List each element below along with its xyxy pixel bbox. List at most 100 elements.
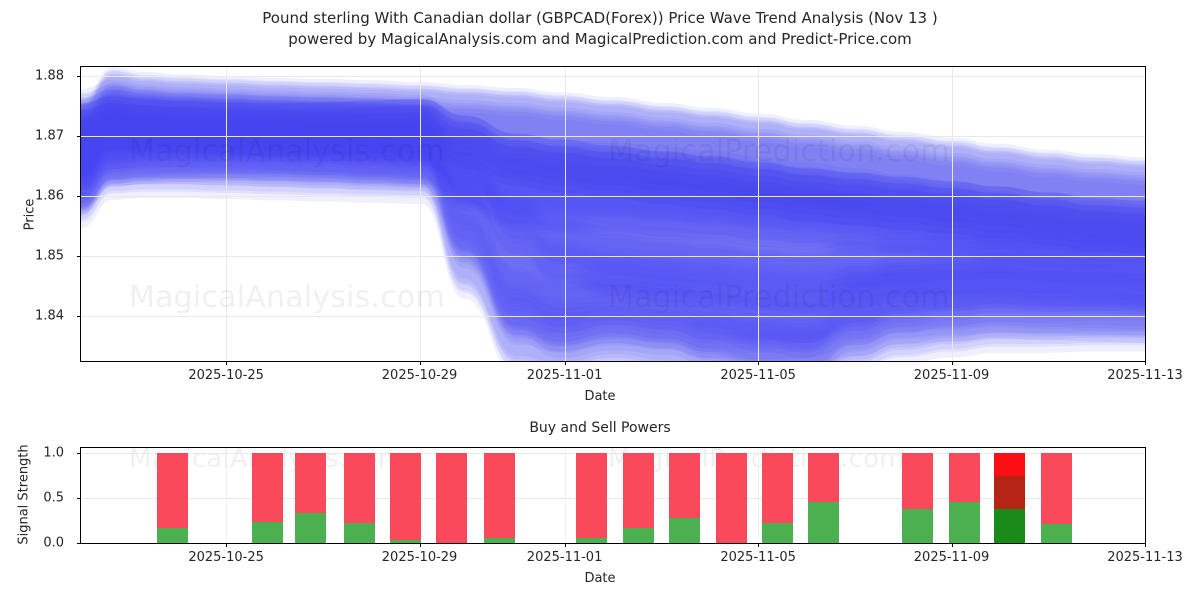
signal-bar-buy-segment bbox=[576, 538, 608, 543]
price-gridline-h bbox=[81, 196, 1145, 197]
signal-bar-buy-segment bbox=[623, 527, 655, 543]
price-wave-band bbox=[81, 90, 1145, 308]
figure-title-line-1: Pound sterling With Canadian dollar (GBP… bbox=[262, 9, 938, 27]
signal-bar[interactable] bbox=[344, 452, 376, 543]
signal-bar-buy-segment bbox=[901, 508, 933, 543]
price-center-trend bbox=[81, 116, 1145, 247]
signal-x-tickmark bbox=[1145, 543, 1146, 547]
signal-bar-sell-segment bbox=[994, 476, 1026, 509]
price-gridline-v bbox=[226, 67, 228, 361]
price-wave-band bbox=[81, 100, 1145, 361]
price-wave-band bbox=[81, 89, 1145, 361]
figure-title-line-2: powered by MagicalAnalysis.com and Magic… bbox=[288, 30, 912, 48]
signal-bar[interactable] bbox=[576, 452, 608, 543]
signal-bar-buy-segment bbox=[1041, 524, 1073, 543]
signal-bar-sell-top-segment bbox=[994, 452, 1026, 477]
price-x-tickmark bbox=[758, 361, 760, 365]
signal-x-tick-label: 2025-10-29 bbox=[381, 550, 458, 565]
signal-bar[interactable] bbox=[251, 452, 283, 543]
signal-bar-sell-segment bbox=[576, 452, 608, 539]
price-gridline-v bbox=[758, 67, 760, 361]
signal-bar-sell-segment bbox=[483, 452, 515, 538]
price-x-tick-label: 2025-10-25 bbox=[188, 368, 264, 383]
signal-x-tick-label: 2025-11-01 bbox=[526, 550, 603, 565]
price-y-tick-label: 1.88 bbox=[35, 68, 64, 84]
price-chart-y-axis-label: Price bbox=[22, 198, 38, 231]
price-wave-band bbox=[81, 76, 1145, 263]
price-y-tick-label: 1.85 bbox=[35, 248, 64, 264]
price-wave-band bbox=[81, 92, 1145, 306]
signal-bar[interactable] bbox=[808, 452, 840, 543]
signal-bar-sell-segment bbox=[390, 452, 422, 541]
signal-bar[interactable] bbox=[483, 452, 515, 543]
price-center-trend bbox=[81, 103, 1145, 234]
signal-gridline-h bbox=[81, 452, 1145, 454]
price-wave-band bbox=[81, 123, 1145, 350]
price-wave-band bbox=[81, 131, 1145, 354]
price-center-trend bbox=[81, 122, 1145, 254]
signal-bar-sell-segment bbox=[808, 452, 840, 503]
signal-gridline-v bbox=[758, 448, 760, 543]
price-wave-band bbox=[81, 89, 1145, 250]
signal-gridline-v bbox=[1145, 448, 1146, 543]
signal-bar-buy-segment bbox=[390, 540, 422, 543]
price-wave-band bbox=[81, 74, 1145, 265]
signal-bar[interactable] bbox=[623, 452, 655, 543]
signal-bar-sell-segment bbox=[157, 452, 188, 528]
price-wave-band bbox=[81, 102, 1145, 361]
price-y-tickmark bbox=[76, 76, 81, 77]
price-wave-band bbox=[81, 94, 1145, 245]
signal-x-tickmark bbox=[758, 543, 760, 547]
price-wave-band bbox=[81, 91, 1145, 249]
signal-bar[interactable] bbox=[901, 452, 933, 543]
signal-bar-buy-segment bbox=[668, 517, 700, 543]
signal-bar[interactable] bbox=[948, 452, 980, 543]
price-y-tickmark bbox=[76, 136, 81, 137]
price-wave-band bbox=[81, 86, 1145, 253]
price-wave-band bbox=[81, 103, 1145, 361]
signal-bar-sell-segment bbox=[948, 452, 980, 503]
signal-bar[interactable] bbox=[157, 452, 188, 543]
price-y-tick-label: 1.87 bbox=[35, 128, 64, 144]
signal-bar-buy-segment bbox=[994, 508, 1026, 543]
price-wave-band bbox=[81, 115, 1145, 358]
price-wave-band bbox=[81, 125, 1145, 360]
signal-y-tickmark bbox=[76, 497, 81, 499]
signal-bar[interactable] bbox=[994, 452, 1026, 543]
signal-y-tickmark bbox=[76, 543, 81, 544]
price-x-tick-label: 2025-11-01 bbox=[526, 368, 603, 383]
signal-bar[interactable] bbox=[762, 452, 794, 543]
price-wave-band bbox=[81, 94, 1145, 361]
price-wave-band bbox=[81, 88, 1145, 310]
signal-gridline-v bbox=[564, 448, 566, 543]
price-x-tick-label: 2025-11-13 bbox=[1107, 368, 1183, 383]
signal-bar[interactable] bbox=[390, 452, 422, 543]
price-gridline-h bbox=[81, 76, 1145, 77]
price-wave-band bbox=[81, 105, 1145, 361]
price-wave-band bbox=[81, 85, 1145, 255]
signal-x-tickmark bbox=[951, 543, 953, 547]
price-wave-band bbox=[81, 79, 1145, 319]
signal-bar-sell-segment bbox=[623, 452, 655, 528]
price-center-trend bbox=[81, 109, 1145, 241]
signal-bar[interactable] bbox=[435, 452, 467, 543]
signal-bar-sell-segment bbox=[251, 452, 283, 523]
figure-title: Pound sterling With Canadian dollar (GBP… bbox=[0, 8, 1200, 50]
signal-chart-plot-area: MagicalAnalysis.com MagicalPrediction.co… bbox=[80, 447, 1146, 544]
signal-bar[interactable] bbox=[715, 452, 747, 543]
signal-bar-buy-segment bbox=[483, 537, 515, 543]
signal-gridline-h bbox=[81, 497, 1145, 499]
price-center-trend bbox=[81, 96, 1145, 228]
price-x-tickmark bbox=[951, 361, 953, 365]
price-wave-band bbox=[81, 71, 1145, 268]
price-y-tickmark bbox=[76, 196, 81, 197]
signal-bar-buy-segment bbox=[948, 502, 980, 543]
signal-bar-sell-segment bbox=[295, 452, 327, 514]
signal-bar-buy-segment bbox=[808, 502, 840, 543]
price-wave-band bbox=[81, 96, 1145, 361]
signal-bar[interactable] bbox=[1041, 452, 1073, 543]
signal-bar[interactable] bbox=[295, 452, 327, 543]
signal-y-tickmark bbox=[76, 452, 81, 454]
signal-bar[interactable] bbox=[668, 452, 700, 543]
